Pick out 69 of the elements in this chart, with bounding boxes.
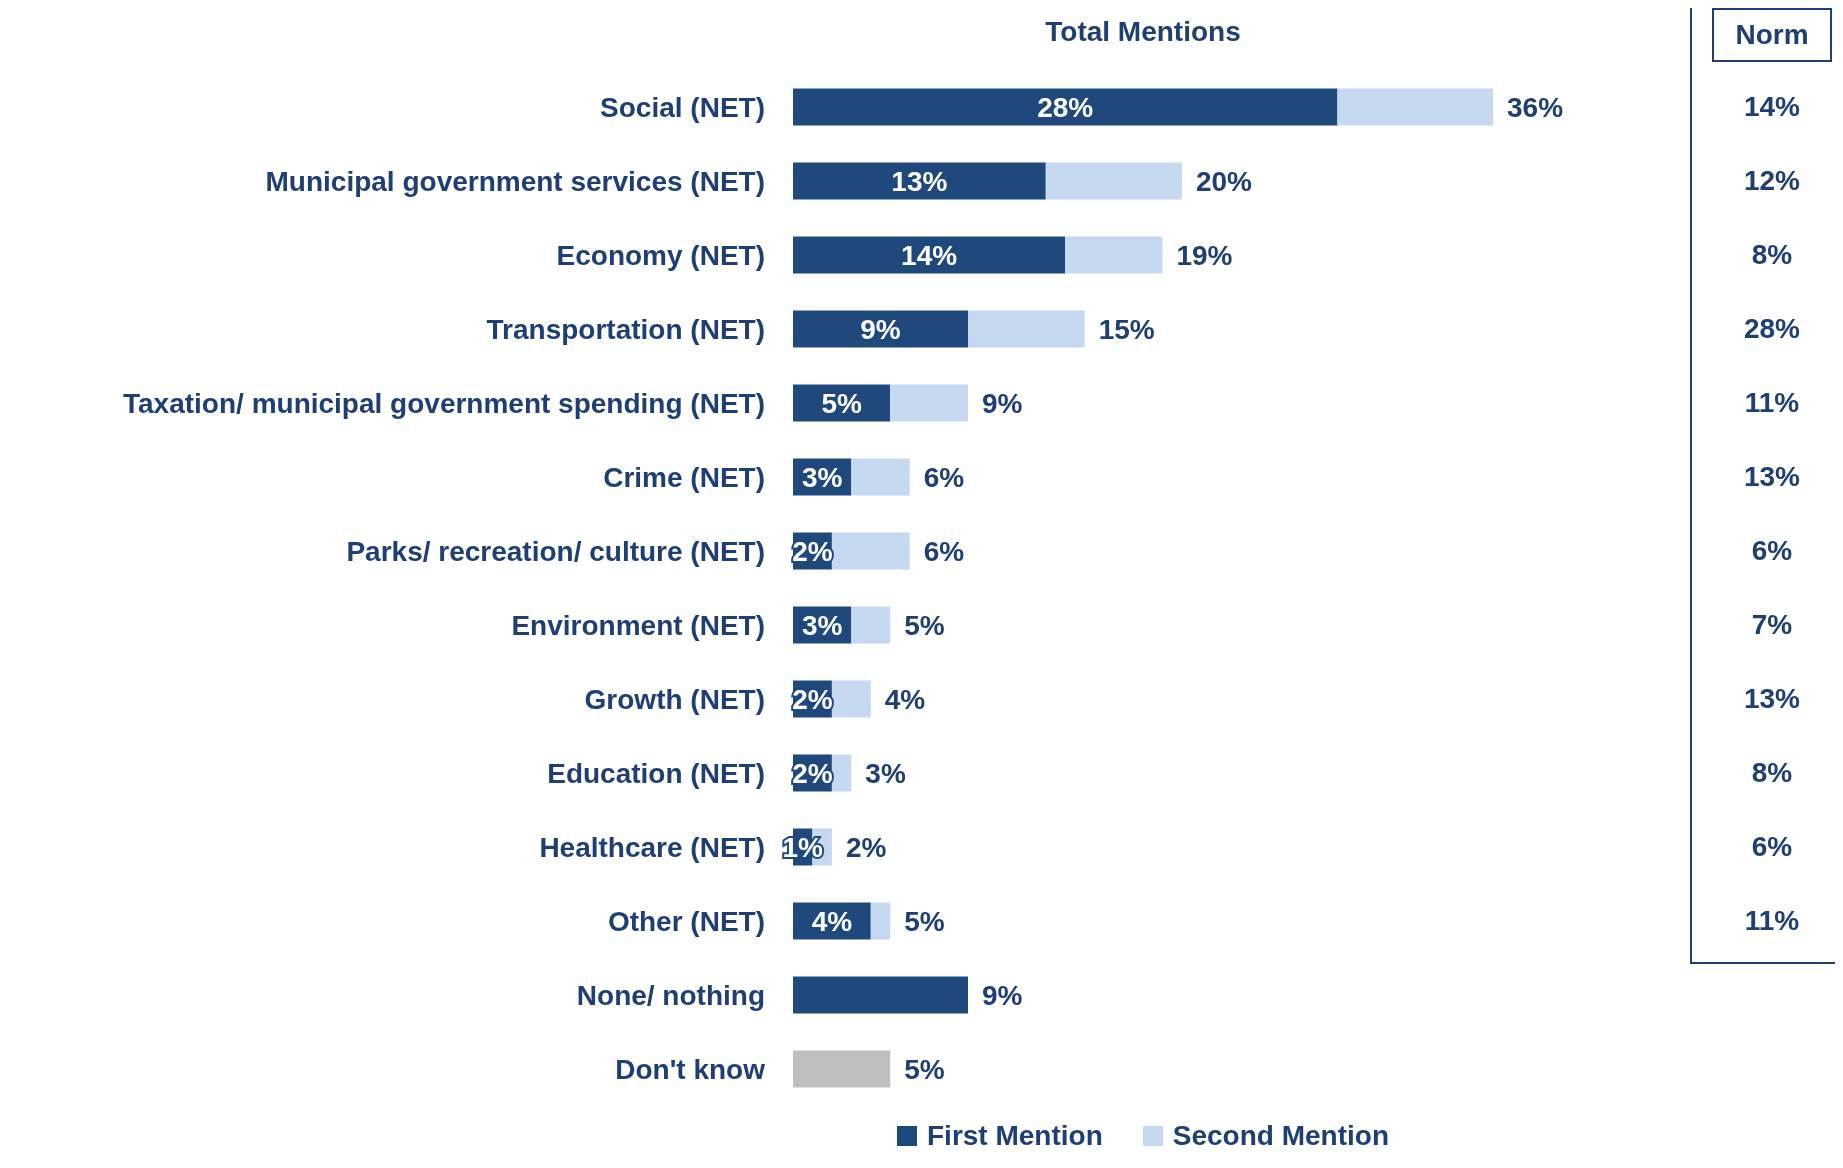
text: 28% [1742, 312, 1801, 346]
text: 8% [1750, 238, 1794, 272]
total-label: 9% [982, 387, 1023, 419]
data-label: 3% [801, 461, 843, 493]
bar [793, 1050, 891, 1088]
bar [793, 976, 968, 1014]
y-tick-label: Economy (NET) [556, 239, 765, 271]
bar [851, 606, 891, 644]
total-label: 5% [904, 1053, 945, 1085]
y-tick-label: Crime (NET) [603, 461, 765, 493]
data-label: 2% [792, 683, 833, 715]
text: 13% [1742, 460, 1801, 494]
data-label: 9% [860, 313, 901, 345]
y-tick-label: None/ nothing [576, 979, 765, 1011]
data-label: 4% [811, 905, 853, 937]
bar [793, 88, 1338, 126]
bar [968, 310, 1085, 348]
data-label: 3% [801, 609, 843, 641]
total-label: 6% [923, 461, 965, 493]
bar [870, 902, 891, 940]
total-label: 3% [865, 757, 906, 789]
y-tick-label: Transportation (NET) [486, 313, 765, 345]
total-label: 5% [904, 609, 945, 641]
y-tick-label: Parks/ recreation/ culture (NET) [346, 535, 765, 567]
y-tick-label: Other (NET) [607, 905, 765, 937]
text: 6% [1750, 830, 1794, 864]
total-label: 36% [1507, 91, 1564, 123]
data-label: 2% [792, 757, 833, 789]
total-label: 5% [904, 905, 945, 937]
data-label: 13% [891, 165, 948, 197]
y-tick-label: Municipal government services (NET) [265, 165, 765, 197]
text: 14% [1742, 90, 1801, 124]
data-label: 28% [1037, 91, 1094, 123]
y-tick-label: Social (NET) [600, 91, 765, 123]
text: Norm [1712, 8, 1832, 62]
y-tick-label: Environment (NET) [511, 609, 765, 641]
legend-label: First Mention [926, 1120, 1103, 1152]
text: 13% [1742, 682, 1801, 716]
total-label: 15% [1098, 313, 1155, 345]
y-tick-label: Education (NET) [547, 757, 765, 789]
data-label: 5% [821, 387, 862, 419]
text: 11% [1743, 904, 1801, 938]
text: 6% [1750, 534, 1794, 568]
total-label: 4% [884, 683, 926, 715]
bar [851, 458, 910, 496]
bar [831, 532, 910, 570]
total-label: 20% [1195, 165, 1253, 197]
data-label: 14% [901, 239, 958, 271]
bar [890, 384, 968, 422]
bar [1045, 162, 1182, 200]
text: 7% [1750, 608, 1794, 642]
y-tick-label: Growth (NET) [584, 683, 765, 715]
total-label: 19% [1176, 239, 1233, 271]
bar [831, 680, 871, 718]
y-tick-label: Don't know [615, 1053, 766, 1085]
bar [831, 754, 852, 792]
total-label: 9% [982, 979, 1023, 1011]
y-tick-label: Healthcare (NET) [539, 831, 765, 863]
text: 11% [1743, 386, 1801, 420]
text: 12% [1742, 164, 1801, 198]
total-label: 2% [845, 831, 887, 863]
data-label: 2% [792, 535, 833, 567]
total-label: 6% [923, 535, 965, 567]
text: 8% [1750, 756, 1794, 790]
bar [1065, 236, 1163, 274]
y-tick-label: Taxation/ municipal government spending (NET) [123, 387, 765, 419]
chart-title: Total Mentions [1044, 16, 1242, 48]
bar [1337, 88, 1493, 126]
legend-label: Second Mention [1171, 1120, 1389, 1152]
